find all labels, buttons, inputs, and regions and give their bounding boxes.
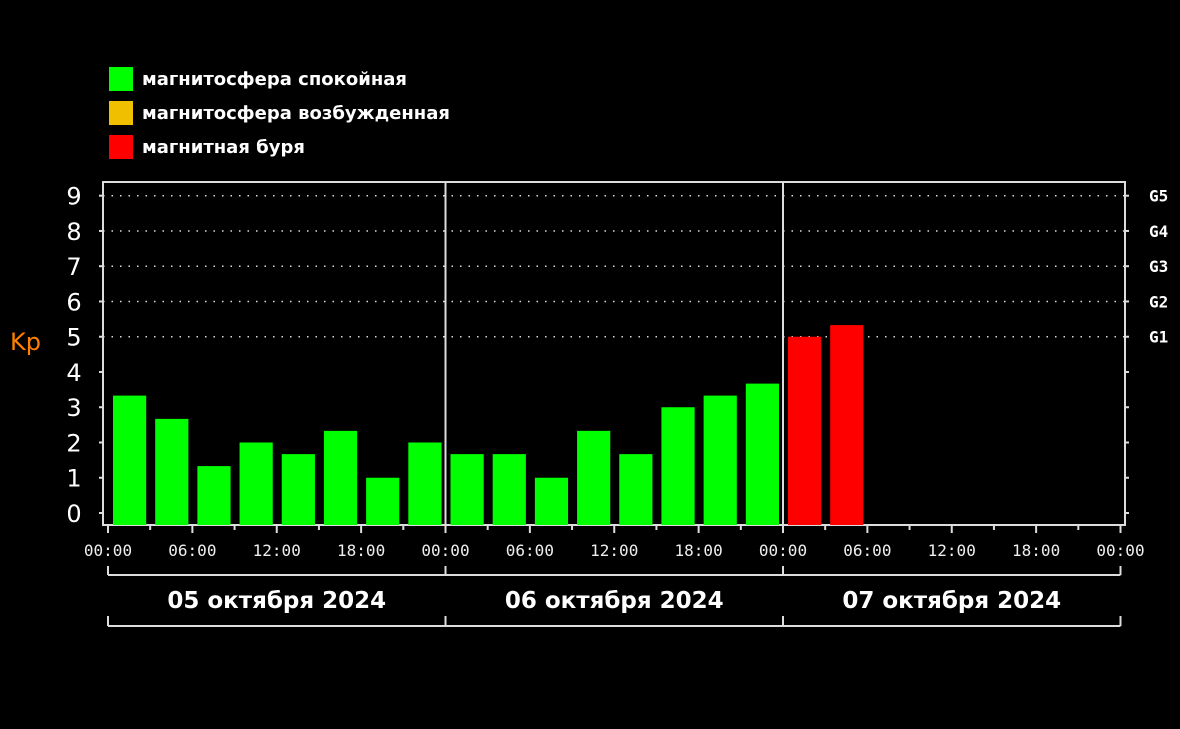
y-tick-label: 0 xyxy=(66,500,81,528)
storm-level-label: G5 xyxy=(1149,187,1168,206)
kp-bar xyxy=(703,395,737,525)
kp-bar xyxy=(366,477,400,525)
kp-bar xyxy=(577,430,611,525)
x-tick-label: 06:00 xyxy=(843,541,891,560)
kp-bar xyxy=(661,407,695,525)
storm-level-label: G1 xyxy=(1149,328,1168,347)
storm-level-label: G3 xyxy=(1149,257,1168,276)
kp-bar xyxy=(239,442,273,525)
y-tick-label: 7 xyxy=(66,253,81,281)
legend-item-quiet: магнитосфера спокойная xyxy=(109,62,450,96)
legend-item-storm: магнитная буря xyxy=(109,130,450,164)
x-tick-label: 00:00 xyxy=(84,541,132,560)
y-tick-label: 6 xyxy=(66,288,81,316)
date-label: 05 октября 2024 xyxy=(167,588,386,614)
kp-bar xyxy=(323,430,358,525)
legend-label: магнитосфера спокойная xyxy=(142,68,407,90)
legend: магнитосфера спокойная магнитосфера возб… xyxy=(109,62,450,164)
storm-level-label: G4 xyxy=(1149,222,1168,241)
date-label: 07 октября 2024 xyxy=(842,588,1061,614)
y-tick-label: 1 xyxy=(66,465,81,493)
y-tick-label: 3 xyxy=(66,394,81,422)
legend-swatch-active xyxy=(109,101,133,125)
kp-bar xyxy=(534,477,569,525)
legend-item-active: магнитосфера возбужденная xyxy=(109,96,450,130)
legend-swatch-storm xyxy=(109,135,133,159)
y-tick-label: 9 xyxy=(66,183,81,211)
date-label: 06 октября 2024 xyxy=(505,588,724,614)
storm-level-label: G2 xyxy=(1149,292,1168,311)
kp-bar xyxy=(619,454,653,525)
legend-swatch-quiet xyxy=(109,67,133,91)
x-tick-label: 12:00 xyxy=(590,541,638,560)
legend-label: магнитная буря xyxy=(142,136,305,158)
kp-bar xyxy=(492,454,526,525)
kp-bar xyxy=(408,442,442,525)
y-tick-label: 8 xyxy=(66,218,81,246)
legend-label: магнитосфера возбужденная xyxy=(142,102,450,124)
kp-bar xyxy=(788,336,822,525)
kp-bar xyxy=(830,325,864,525)
x-tick-label: 12:00 xyxy=(253,541,301,560)
kp-bar xyxy=(113,395,147,525)
x-tick-label: 06:00 xyxy=(168,541,216,560)
x-tick-label: 18:00 xyxy=(1012,541,1060,560)
kp-bar xyxy=(281,454,315,525)
y-tick-label: 4 xyxy=(66,359,81,387)
x-tick-label: 00:00 xyxy=(421,541,469,560)
x-tick-label: 00:00 xyxy=(1096,541,1144,560)
x-tick-label: 12:00 xyxy=(928,541,976,560)
x-tick-label: 18:00 xyxy=(675,541,723,560)
x-tick-label: 06:00 xyxy=(506,541,554,560)
y-tick-label: 5 xyxy=(66,324,81,352)
y-tick-label: 2 xyxy=(66,429,81,457)
kp-bar xyxy=(197,466,231,525)
kp-bar xyxy=(450,454,484,525)
x-tick-label: 18:00 xyxy=(337,541,385,560)
kp-bar xyxy=(155,418,189,525)
x-tick-label: 00:00 xyxy=(759,541,807,560)
kp-bar xyxy=(745,383,779,525)
y-axis-label: Kp xyxy=(10,328,41,356)
